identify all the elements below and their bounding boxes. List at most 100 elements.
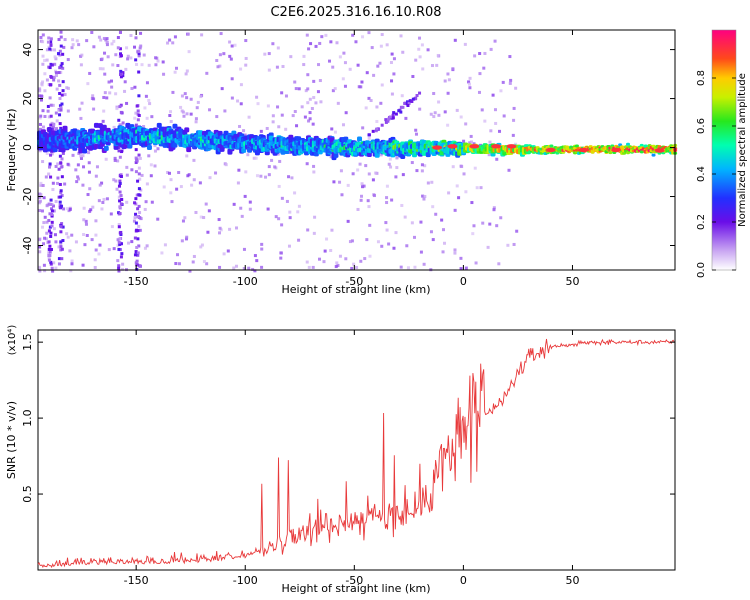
spectrogram-noise-cell: [364, 164, 368, 168]
spectrogram-noise-cell: [85, 233, 89, 237]
spectrogram-streak-cell: [48, 225, 52, 229]
snr-frame: [37, 329, 676, 571]
spectrogram-ridge-cell: [172, 142, 178, 148]
spectrogram-noise-cell: [447, 191, 451, 195]
spectrogram-streak-cell: [118, 123, 122, 127]
spectrogram-noise-cell: [145, 116, 149, 120]
spectrogram-noise-cell: [118, 248, 122, 252]
spectrogram-noise-cell: [105, 197, 109, 201]
spectrogram-noise-cell: [39, 193, 43, 197]
spectrogram-streak-cell: [50, 212, 54, 216]
spectrogram-noise-cell: [154, 56, 158, 60]
spectrogram-noise-cell: [105, 40, 109, 44]
spectrogram-noise-cell: [492, 206, 496, 210]
spectrogram-noise-cell: [138, 177, 142, 181]
spectrogram-noise-cell: [45, 151, 49, 155]
spectrogram-noise-cell: [123, 80, 127, 84]
spectrogram-noise-cell: [136, 253, 140, 257]
spectrogram-noise-cell: [83, 243, 87, 247]
spectrogram-noise-cell: [117, 222, 121, 226]
spectrogram-noise-cell: [47, 256, 51, 260]
spectrogram-streak-cell: [49, 198, 53, 202]
spectrogram-noise-cell: [135, 62, 139, 66]
spectrogram-noise-cell: [433, 111, 437, 115]
spectrogram-ridge-cell: [52, 147, 58, 153]
spectrogram-noise-cell: [248, 200, 252, 204]
spectrogram-noise-cell: [92, 45, 96, 49]
spectrogram-noise-cell: [53, 129, 57, 133]
spectrogram-streak-cell: [118, 179, 122, 183]
spectrogram-streak-cell: [48, 254, 52, 258]
colorbar-label: Normalized spectral amplitude: [737, 73, 748, 227]
spectrogram-noise-cell: [441, 250, 445, 254]
spectrogram-noise-cell: [41, 160, 45, 164]
spectrogram-ridge-cell: [88, 145, 94, 151]
spectrogram-noise-cell: [137, 54, 141, 58]
spectrogram-noise-cell: [311, 122, 315, 126]
spectrogram-noise-cell: [253, 269, 257, 273]
spectrogram-noise-cell: [387, 242, 391, 246]
spectrogram-noise-cell: [183, 216, 187, 220]
spectrogram-noise-cell: [436, 53, 440, 57]
spectrogram-noise-cell: [506, 243, 510, 247]
spectrogram-noise-cell: [275, 65, 279, 69]
spectrogram-noise-cell: [418, 36, 422, 40]
spectrogram-streak-cell: [117, 225, 121, 229]
spectrogram-noise-cell: [455, 108, 459, 112]
spectrogram-noise-cell: [110, 42, 114, 46]
spectrogram-noise-cell: [361, 35, 365, 39]
spectrogram-noise-cell: [390, 92, 394, 96]
spectrogram-noise-cell: [41, 225, 45, 229]
spectrogram-noise-cell: [102, 95, 106, 99]
spectrogram-noise-cell: [54, 73, 58, 77]
spectrogram-noise-cell: [344, 257, 348, 261]
spectrogram-streak-cell: [119, 175, 123, 179]
spectrogram-streak-cell: [59, 195, 63, 199]
colorbar-gradient: [711, 29, 737, 271]
spectrogram-noise-cell: [405, 244, 409, 248]
spectrogram-noise-cell: [217, 218, 221, 222]
spectrogram-streak-cell: [58, 66, 62, 70]
spectrogram-noise-cell: [350, 239, 354, 243]
spectrogram-peak-cell: [469, 144, 480, 149]
spectrogram-noise-cell: [330, 228, 334, 232]
spectrogram-streak-cell: [119, 202, 123, 206]
spectrogram-noise-cell: [294, 87, 298, 91]
spectrogram-noise-cell: [379, 44, 383, 48]
spectrogram-y-tick-label: 20: [21, 92, 34, 106]
spectrogram-noise-cell: [330, 127, 334, 131]
spectrogram-noise-cell: [66, 109, 70, 113]
spectrogram-noise-cell: [43, 269, 47, 273]
spectrogram-noise-cell: [512, 118, 516, 122]
spectrogram-streak-cell: [135, 245, 139, 249]
spectrogram-noise-cell: [62, 45, 66, 49]
spectrogram-noise-cell: [256, 102, 260, 106]
spectrogram-noise-cell: [446, 123, 450, 127]
spectrogram-noise-cell: [480, 108, 484, 112]
spectrogram-streak-cell: [58, 113, 62, 117]
spectrogram-noise-cell: [370, 46, 374, 50]
spectrogram-noise-cell: [43, 236, 47, 240]
spectrogram-noise-cell: [47, 251, 51, 255]
spectrogram-noise-cell: [351, 33, 355, 37]
spectrogram-noise-cell: [514, 142, 518, 146]
spectrogram-noise-cell: [469, 134, 473, 138]
spectrogram-peak-cell: [611, 147, 622, 153]
spectrogram-noise-cell: [63, 182, 67, 186]
spectrogram-noise-cell: [125, 165, 129, 169]
spectrogram-noise-cell: [410, 161, 414, 165]
spectrogram-streak-cell: [47, 229, 51, 233]
spectrogram-noise-cell: [207, 209, 211, 213]
spectrogram-streak-cell: [59, 44, 63, 48]
snr-x-label: Height of straight line (km): [281, 582, 430, 595]
spectrogram-noise-cell: [375, 119, 379, 123]
spectrogram-noise-cell: [312, 96, 316, 100]
spectrogram-noise-cell: [45, 220, 49, 224]
spectrogram-noise-cell: [156, 147, 160, 151]
spectrogram-noise-cell: [237, 168, 241, 172]
spectrogram-noise-cell: [255, 95, 259, 99]
spectrogram-noise-cell: [289, 55, 293, 59]
spectrogram-noise-cell: [156, 217, 160, 221]
spectrogram-noise-cell: [45, 48, 49, 52]
spectrogram-noise-cell: [135, 193, 139, 197]
